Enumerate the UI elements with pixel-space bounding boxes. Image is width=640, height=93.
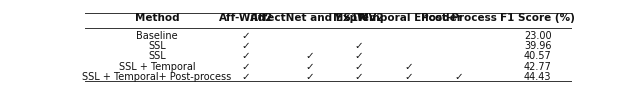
Text: ✓: ✓ [305,62,314,72]
Text: Temporal Encoder: Temporal Encoder [356,13,462,23]
Text: SSL + Temporal: SSL + Temporal [118,62,195,72]
Text: ✓: ✓ [242,72,250,82]
Text: ✓: ✓ [242,31,250,41]
Text: Aff-Wild2: Aff-Wild2 [219,13,273,23]
Text: SSL + Temporal+ Post-process: SSL + Temporal+ Post-process [83,72,232,82]
Text: MS1MV2: MS1MV2 [333,13,384,23]
Text: AffectNet and ExpW: AffectNet and ExpW [250,13,369,23]
Text: Baseline: Baseline [136,31,178,41]
Text: 40.57: 40.57 [524,51,552,61]
Text: ✓: ✓ [242,41,250,51]
Text: ✓: ✓ [454,72,463,82]
Text: ✓: ✓ [404,72,413,82]
Text: SSL: SSL [148,51,166,61]
Text: ✓: ✓ [305,72,314,82]
Text: ✓: ✓ [242,62,250,72]
Text: ✓: ✓ [355,62,363,72]
Text: Method: Method [134,13,179,23]
Text: 23.00: 23.00 [524,31,552,41]
Text: ✓: ✓ [404,62,413,72]
Text: Post-Process: Post-Process [420,13,497,23]
Text: 39.96: 39.96 [524,41,552,51]
Text: F1 Score (%): F1 Score (%) [500,13,575,23]
Text: ✓: ✓ [242,51,250,61]
Text: ✓: ✓ [355,72,363,82]
Text: ✓: ✓ [305,51,314,61]
Text: SSL: SSL [148,41,166,51]
Text: ✓: ✓ [355,51,363,61]
Text: 44.43: 44.43 [524,72,552,82]
Text: ✓: ✓ [355,41,363,51]
Text: 42.77: 42.77 [524,62,552,72]
